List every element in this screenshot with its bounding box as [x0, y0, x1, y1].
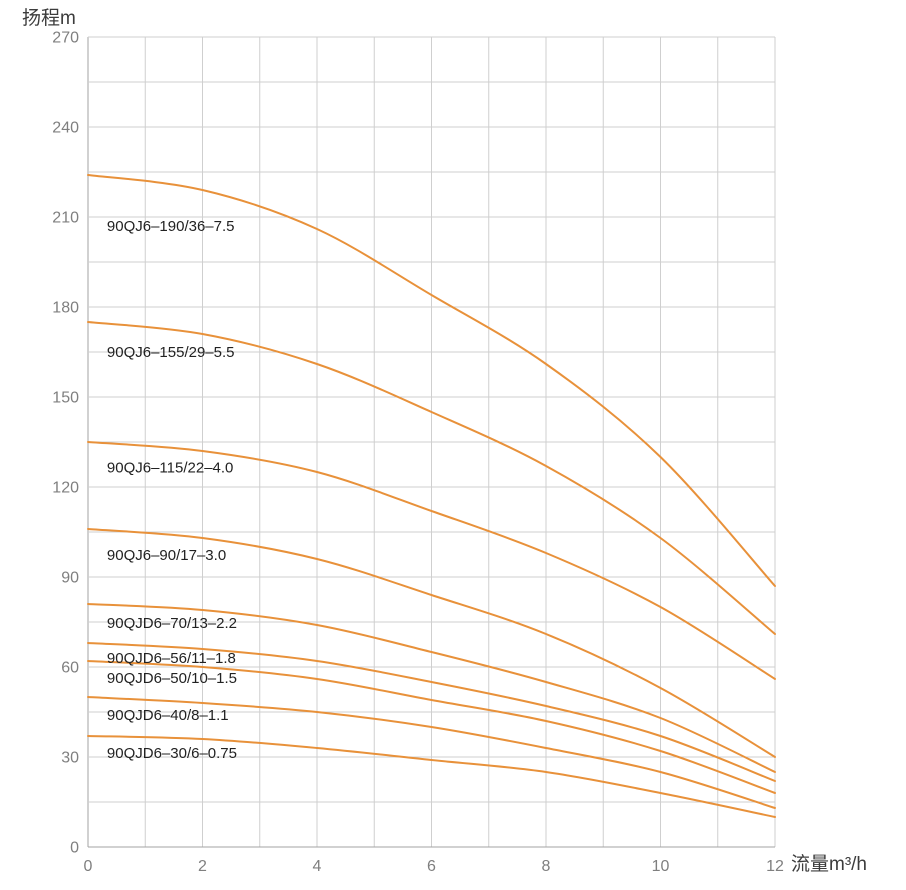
tick-labels: 0 30 60 90 120 150 180 210 240 270 0 2 4 6 8 10 12 — [52, 30, 784, 876]
curve-label-6: 90QJD6–56/11–1.8 — [107, 650, 236, 667]
pump-curves — [87, 174, 776, 818]
y-tick-label: 210 — [52, 210, 79, 227]
curve-label-8: 90QJD6–40/8–1.1 — [107, 707, 229, 724]
pump-curve-8 — [87, 696, 776, 809]
x-tick-label: 12 — [766, 858, 784, 875]
y-tick-label: 0 — [70, 840, 79, 857]
curve-label-2: 90QJ6–155/29–5.5 — [107, 344, 235, 361]
y-tick-label: 30 — [61, 750, 79, 767]
y-tick-label: 240 — [52, 120, 79, 137]
x-tick-label: 2 — [198, 858, 207, 875]
pump-curve-3 — [87, 441, 776, 680]
y-tick-label: 180 — [52, 300, 79, 317]
curve-label-1: 90QJ6–190/36–7.5 — [107, 218, 235, 235]
grid — [87, 36, 776, 848]
pump-curve-2 — [87, 321, 776, 635]
x-tick-label: 0 — [84, 858, 93, 875]
x-tick-label: 10 — [652, 858, 670, 875]
curve-label-5: 90QJD6–70/13–2.2 — [107, 615, 237, 632]
y-tick-label: 120 — [52, 480, 79, 497]
pump-curve-7 — [87, 660, 776, 794]
curve-label-4: 90QJ6–90/17–3.0 — [107, 547, 226, 564]
y-tick-label: 270 — [52, 30, 79, 47]
curve-label-9: 90QJD6–30/6–0.75 — [107, 745, 237, 762]
pump-curve-6 — [87, 642, 776, 782]
pump-curve-4 — [87, 528, 776, 758]
y-tick-label: 150 — [52, 390, 79, 407]
pump-curve-5 — [87, 603, 776, 773]
y-axis-title: 扬程m — [22, 8, 76, 29]
pump-curve-1 — [87, 174, 776, 587]
x-tick-label: 6 — [427, 858, 436, 875]
y-tick-label: 90 — [61, 570, 79, 587]
curve-labels: 90QJ6–190/36–7.5 90QJ6–155/29–5.5 90QJ6–11… — [107, 218, 237, 762]
x-axis-title: 流量m³/h — [791, 854, 868, 875]
x-tick-label: 8 — [542, 858, 551, 875]
pump-curve-9 — [87, 735, 776, 818]
curve-label-3: 90QJ6–115/22–4.0 — [107, 460, 234, 477]
y-tick-label: 60 — [61, 660, 79, 677]
curve-label-7: 90QJD6–50/10–1.5 — [107, 670, 237, 687]
x-tick-label: 4 — [313, 858, 322, 875]
